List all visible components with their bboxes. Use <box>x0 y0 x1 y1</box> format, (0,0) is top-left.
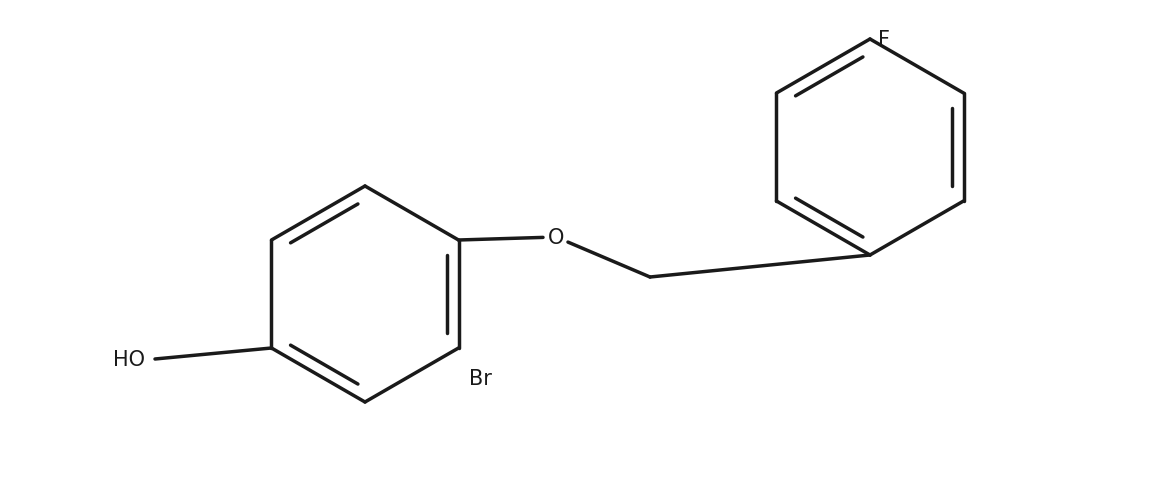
Text: HO: HO <box>113 349 145 369</box>
Text: Br: Br <box>469 368 491 388</box>
Text: F: F <box>878 30 891 50</box>
Text: O: O <box>548 227 564 247</box>
